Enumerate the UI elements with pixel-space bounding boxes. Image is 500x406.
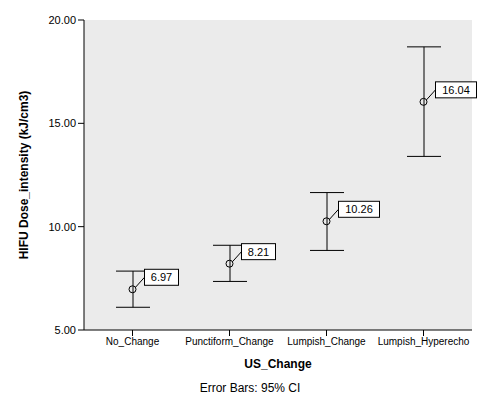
svg-text:6.97: 6.97 — [151, 271, 172, 283]
svg-text:8.21: 8.21 — [248, 246, 269, 258]
svg-text:US_Change: US_Change — [244, 357, 312, 371]
svg-text:15.00: 15.00 — [48, 117, 76, 129]
svg-text:5.00: 5.00 — [55, 324, 76, 336]
svg-text:10.26: 10.26 — [345, 203, 373, 215]
svg-text:Lumpish_Change: Lumpish_Change — [287, 336, 366, 347]
svg-text:No_Change: No_Change — [106, 336, 160, 347]
svg-text:Punctiform_Change: Punctiform_Change — [185, 336, 274, 347]
svg-text:Lumpish_Hyperecho: Lumpish_Hyperecho — [378, 336, 470, 347]
svg-text:20.00: 20.00 — [48, 14, 76, 26]
svg-text:HIFU Dose_intensity (kJ/cm3): HIFU Dose_intensity (kJ/cm3) — [17, 91, 31, 260]
svg-text:10.00: 10.00 — [48, 221, 76, 233]
html-text:Error Bars: 95% CI: Error Bars: 95% CI — [199, 381, 301, 395]
svg-text:16.04: 16.04 — [442, 84, 470, 96]
